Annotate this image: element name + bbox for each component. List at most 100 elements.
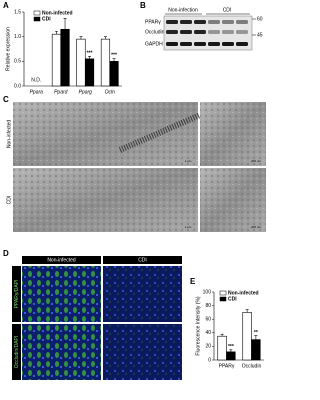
x-tick-label: Ocln <box>105 89 116 95</box>
y-axis-label: Fluorescence Intensity (%) <box>195 296 201 356</box>
row-label: Occludin/DAPI <box>14 336 20 369</box>
em-texture <box>200 168 266 232</box>
error-bar <box>54 30 58 35</box>
panel-label: C <box>3 95 9 104</box>
error-bar <box>112 58 116 62</box>
x-tick-label: Ppard <box>54 89 68 95</box>
panel-label: D <box>3 249 9 258</box>
blot-band <box>180 30 192 34</box>
column-header <box>22 256 101 264</box>
error-bar <box>254 335 258 340</box>
y-tick-label: 1.0 <box>14 34 21 40</box>
y-tick-label: 60 <box>205 317 211 323</box>
em-row-label: CDI <box>6 196 12 205</box>
blot-band <box>236 20 248 24</box>
row-header <box>12 266 21 322</box>
y-tick-label: 1.5 <box>14 9 21 15</box>
scale-bar-label: 1 μm <box>185 159 192 163</box>
bar <box>242 312 252 361</box>
fluorescence-image <box>103 324 182 380</box>
y-tick-label: 0 <box>208 357 211 363</box>
blot-band <box>208 42 220 46</box>
microvilli <box>118 112 202 153</box>
scale-bar-label: 200 nm <box>251 225 262 229</box>
error-bar <box>79 36 83 40</box>
legend-swatch <box>33 16 41 22</box>
y-tick-label: 0.5 <box>14 59 21 65</box>
bar <box>84 58 95 87</box>
annotation: N.D. <box>31 77 41 83</box>
column-header <box>103 256 182 264</box>
em-row-label: Non-infected <box>6 120 12 149</box>
column-label: Non-infected <box>47 257 76 263</box>
x-tick-label: Ppara <box>30 89 44 95</box>
fluorescence-image <box>22 266 101 322</box>
blot-band <box>222 42 234 46</box>
legend-swatch <box>219 290 227 296</box>
row-label: PPARγ/DAPI <box>14 280 20 309</box>
legend-swatch <box>33 10 41 16</box>
row-header <box>12 324 21 380</box>
blot-band <box>222 20 234 24</box>
em-texture <box>13 102 198 166</box>
blot-band <box>166 30 178 34</box>
blot-band <box>194 20 206 24</box>
x-tick-label: PPARγ <box>219 363 235 369</box>
bar <box>109 61 119 87</box>
y-axis-label: Relative expression <box>5 27 11 71</box>
y-tick-label: 0.0 <box>14 83 21 89</box>
em-texture <box>13 168 198 232</box>
blot-band <box>166 20 178 24</box>
error-bar <box>229 349 233 352</box>
panel-label: B <box>140 1 146 10</box>
significance: *** <box>228 344 234 350</box>
x-tick-label: Occludin <box>242 363 262 369</box>
blot-band <box>194 30 206 34</box>
scale-bar-label: 1 μm <box>185 225 192 229</box>
significance: *** <box>111 53 117 59</box>
fluorescence-images: Non-infected CDI PPARγ/DAPI Occludin/DAP… <box>12 256 182 380</box>
em-texture <box>200 102 266 166</box>
bar <box>51 33 62 87</box>
y-tick-label: 40 <box>205 330 211 336</box>
blot-row-label: GAPDH <box>145 41 163 47</box>
significance: ** <box>254 330 258 336</box>
legend-label: Non-infected <box>42 10 73 16</box>
em-images: Non-infected CDI 1 μm 200 nm 1 μm 200 nm <box>6 102 266 232</box>
bar <box>217 335 227 361</box>
blot-band <box>166 42 178 46</box>
blot-band <box>180 42 192 46</box>
error-bar <box>103 36 107 40</box>
blot-band <box>194 42 206 46</box>
legend-label: Non-infected <box>228 290 259 296</box>
blot-row-label: Occludin <box>145 29 165 35</box>
blot-row-label: PPARγ <box>145 19 161 25</box>
legend-label: CDI <box>42 16 51 22</box>
fluorescence-image <box>22 324 101 380</box>
legend-swatch <box>219 296 227 302</box>
error-bar <box>220 333 224 337</box>
blot-band <box>180 20 192 24</box>
y-tick-label: 20 <box>205 344 211 350</box>
blot-group: Non-infection <box>168 7 198 13</box>
blot-band <box>208 20 220 24</box>
marker-label: 60 <box>257 16 263 22</box>
bar <box>76 38 86 87</box>
bar <box>100 38 111 87</box>
bar <box>251 339 261 361</box>
error-bar <box>88 56 92 59</box>
x-tick-label: Pparg <box>79 89 93 95</box>
panel-label: A <box>3 1 9 10</box>
error-bar <box>63 18 67 30</box>
y-tick-label: 100 <box>203 289 212 295</box>
significance: *** <box>87 51 93 57</box>
figure: A B C D E Non-infection CDI PPARγ Occlud… <box>3 1 266 380</box>
blot-band <box>236 30 248 34</box>
y-tick-label: 80 <box>205 303 211 309</box>
error-bar <box>245 309 249 313</box>
bar <box>226 351 236 361</box>
scale-bar-label: 200 nm <box>251 159 262 163</box>
blot-group: CDI <box>223 7 232 13</box>
blot-band <box>236 42 248 46</box>
legend-label: CDI <box>228 296 237 302</box>
